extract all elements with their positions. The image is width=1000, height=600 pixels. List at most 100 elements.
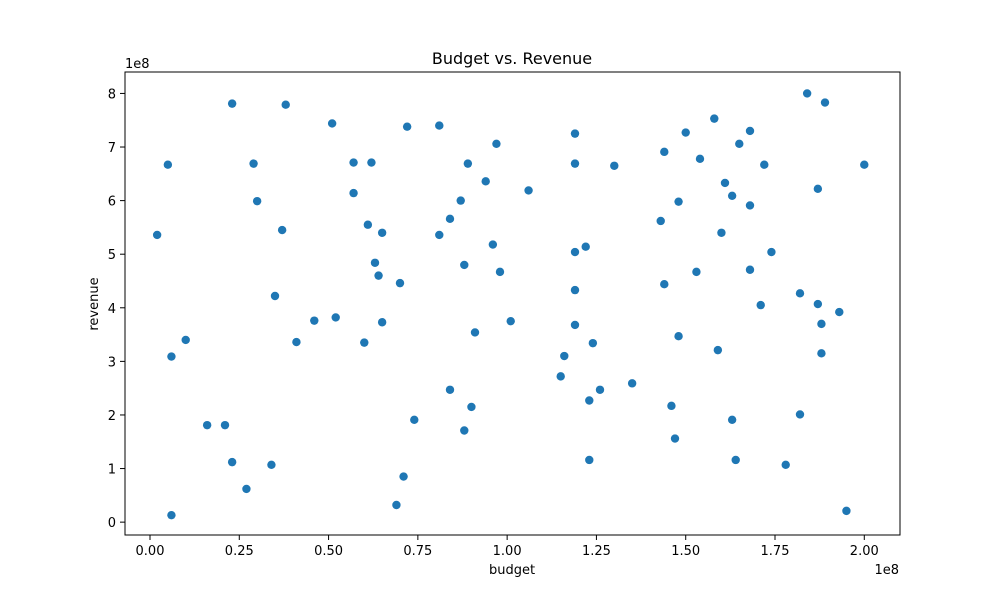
data-point: [795, 410, 805, 419]
data-point: [495, 267, 505, 277]
data-point: [767, 247, 776, 257]
data-point: [667, 401, 676, 411]
x-axis-offset-label: 1e8: [874, 563, 899, 578]
data-point: [795, 289, 805, 298]
data-point: [152, 230, 162, 240]
plot-area-frame: [124, 71, 901, 536]
data-point: [467, 402, 476, 412]
data-point: [570, 320, 580, 330]
data-point: [202, 420, 212, 430]
data-point: [463, 159, 473, 168]
data-point: [252, 196, 262, 206]
y-axis-offset-label: 1e8: [125, 57, 150, 72]
x-tick-label: 1.25: [582, 544, 611, 559]
data-point: [402, 122, 412, 131]
data-point: [492, 139, 501, 149]
x-axis-label: budget: [489, 563, 535, 578]
data-point: [595, 385, 605, 394]
x-tick-label: 0.00: [136, 544, 165, 559]
x-tick-label: 1.75: [761, 544, 790, 559]
data-point: [506, 316, 515, 326]
data-point: [681, 128, 690, 137]
data-point: [760, 160, 769, 169]
x-tick-label: 0.50: [314, 544, 343, 559]
data-point: [392, 500, 401, 510]
data-point: [410, 415, 419, 424]
y-axis-ticks: 0 1 2 3 4 5 6 7 8: [108, 87, 125, 531]
data-points: [152, 89, 869, 520]
y-axis-label: revenue: [87, 277, 102, 330]
data-point: [227, 99, 237, 108]
data-point: [181, 335, 190, 345]
data-point: [781, 460, 790, 469]
data-point: [820, 98, 830, 107]
data-point: [713, 345, 723, 355]
data-point: [660, 280, 669, 289]
data-point: [481, 177, 490, 186]
x-tick-label: 2.00: [850, 544, 879, 559]
data-point: [377, 228, 387, 237]
y-tick-label: 4: [108, 302, 116, 317]
data-point: [813, 299, 823, 309]
data-point: [292, 337, 301, 347]
y-tick-label: 5: [108, 248, 116, 263]
data-point: [835, 307, 844, 317]
data-point: [445, 385, 455, 394]
data-point: [670, 434, 680, 443]
data-point: [802, 89, 812, 98]
y-tick-label: 6: [108, 195, 116, 210]
data-point: [163, 160, 173, 169]
data-point: [267, 460, 276, 469]
y-tick-label: 3: [108, 355, 116, 370]
data-point: [585, 455, 594, 465]
data-point: [674, 331, 683, 341]
data-point: [249, 159, 258, 168]
data-point: [220, 420, 230, 430]
data-point: [674, 197, 683, 206]
data-point: [731, 455, 740, 465]
data-point: [377, 318, 387, 327]
data-point: [331, 313, 340, 322]
data-point: [735, 139, 744, 149]
data-point: [720, 178, 730, 188]
y-tick-label: 8: [108, 87, 116, 102]
data-point: [327, 119, 337, 128]
data-point: [349, 188, 358, 198]
data-point: [556, 372, 565, 381]
data-point: [349, 158, 358, 167]
y-tick-label: 0: [108, 516, 116, 531]
data-point: [817, 319, 826, 329]
data-point: [399, 472, 408, 481]
data-point: [460, 426, 469, 435]
data-point: [627, 379, 637, 388]
data-point: [745, 201, 755, 210]
data-point: [367, 158, 376, 167]
data-point: [745, 265, 755, 274]
data-point: [588, 338, 598, 348]
data-point: [435, 230, 444, 240]
data-point: [310, 316, 319, 325]
data-point: [277, 225, 287, 235]
data-point: [756, 300, 765, 310]
data-point: [570, 285, 580, 295]
data-point: [710, 114, 719, 123]
data-point: [374, 271, 383, 280]
data-point: [363, 220, 373, 229]
data-point: [745, 126, 755, 136]
data-point: [581, 242, 590, 251]
data-point: [488, 240, 498, 249]
x-tick-label: 1.50: [671, 544, 700, 559]
data-point: [167, 352, 176, 361]
data-point: [570, 247, 580, 257]
data-point: [360, 338, 369, 347]
data-point: [860, 160, 869, 169]
data-point: [660, 147, 669, 157]
data-point: [656, 216, 665, 226]
data-point: [395, 278, 405, 288]
data-point: [717, 228, 726, 237]
data-point: [281, 100, 290, 109]
data-point: [456, 196, 465, 205]
data-point: [167, 510, 176, 520]
x-axis-ticks: 0.00 0.25 0.50 0.75 1.00 1.25 1.50 1.75 2.00: [136, 535, 879, 559]
